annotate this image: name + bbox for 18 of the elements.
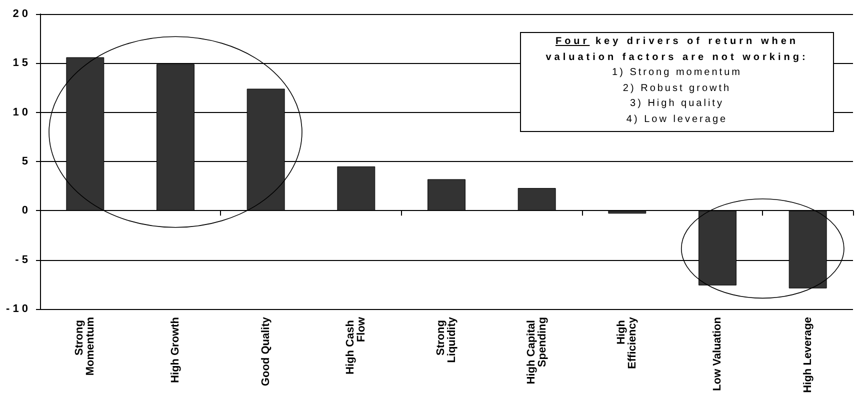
y-tick-label: 1 0	[12, 106, 28, 118]
x-tick-label: High Capital Spending	[525, 317, 548, 384]
x-tick-label: High Efficiency	[616, 316, 639, 369]
y-tick-label: 0	[22, 204, 28, 217]
x-tick-label: High Cash Flow	[344, 316, 368, 374]
annotation: Four key drivers of return when valuation factors are not working: 1) Strong momentum 2) Robust growth 3) High quality 4) Low leverage	[544, 35, 810, 126]
y-tick-label: 1 5	[12, 57, 28, 70]
y-tick-label: 5	[22, 156, 28, 168]
y-tick-label: - 5	[15, 254, 28, 266]
y-tick-label: - 1 0	[6, 303, 28, 315]
x-tick-label: High Growth	[170, 316, 182, 383]
x-tick-label: High Leverage	[802, 317, 814, 393]
x-tick-label: Good Quality	[260, 316, 272, 386]
text-box: Four key drivers of return when valuation factors are not working: 1) Strong momentum 2) Robust growth 3) High quality 4) Low leverage	[520, 32, 834, 132]
x-tick-label: Low Valuation	[712, 316, 724, 391]
y-tick-label: 2 0	[12, 8, 28, 20]
x-tick-label: Strong Liquidity	[435, 316, 458, 363]
x-tick-label: Strong Momentum	[74, 316, 97, 376]
